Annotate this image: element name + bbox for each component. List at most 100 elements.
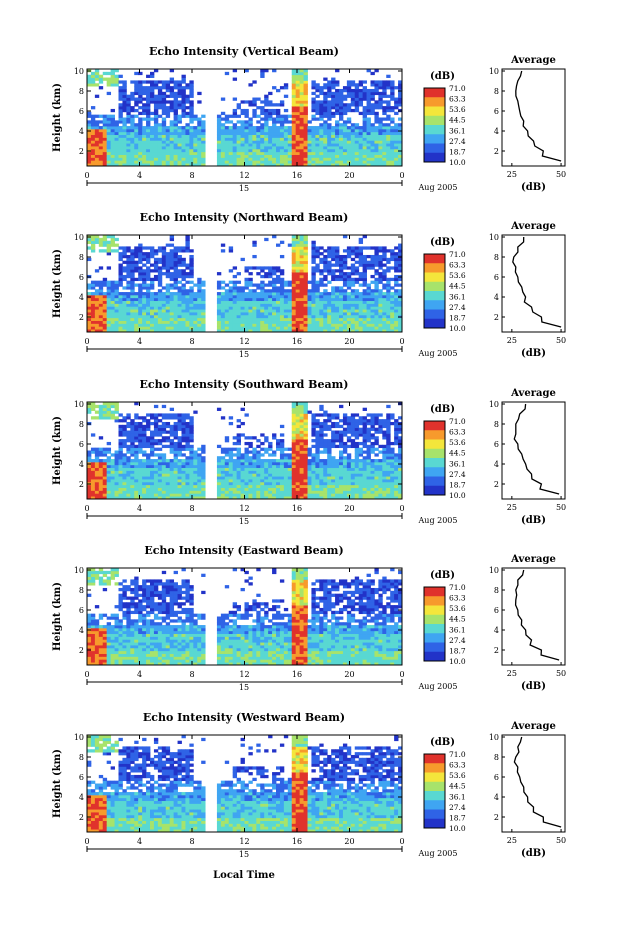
heatmap-cell (138, 140, 143, 144)
heatmap-cell (165, 263, 171, 267)
heatmap-cell (260, 294, 265, 299)
colorbar-swatch (424, 263, 445, 273)
heatmap-cell (126, 160, 131, 164)
heatmap-cell (331, 128, 336, 133)
heatmap-cell (153, 314, 159, 319)
heatmap-cell (98, 80, 104, 84)
heatmap-cell (370, 71, 375, 76)
heatmap-cell (283, 314, 289, 319)
heatmap-cell (130, 106, 135, 110)
heatmap-cell (189, 91, 194, 96)
heatmap-cell (232, 148, 238, 153)
heatmap-cell (268, 294, 273, 299)
heatmap-cell (114, 137, 119, 141)
heatmap-cell (201, 309, 206, 313)
heatmap-cell (366, 140, 371, 144)
heatmap-cell (394, 154, 399, 158)
heatmap-cell (153, 461, 159, 466)
heatmap-cell (331, 263, 336, 267)
heatmap-cell (299, 123, 304, 127)
colorbar-tick-label: 63.3 (449, 261, 466, 270)
heatmap-cell (327, 134, 332, 138)
heatmap-cell (90, 120, 96, 124)
colorbar-tick-label: 63.3 (449, 95, 466, 104)
heatmap-cell (315, 249, 320, 253)
heatmap-cell (193, 479, 198, 483)
heatmap-cell (138, 266, 143, 270)
heatmap-cell (87, 283, 92, 287)
heatmap-cell (346, 80, 352, 84)
heatmap-cell (134, 323, 139, 327)
heatmap-cell (279, 103, 285, 107)
heatmap-cell (303, 94, 308, 98)
heatmap-cell (291, 71, 297, 76)
heatmap-cell (201, 160, 206, 164)
heatmap-cell (374, 120, 379, 124)
heatmap-cell (315, 140, 320, 144)
heatmap-cell (327, 320, 332, 324)
heatmap-cell (130, 444, 135, 449)
heatmap-cell (189, 476, 194, 480)
heatmap-cell (118, 441, 123, 446)
heatmap-cell (153, 292, 159, 296)
heatmap-cell (161, 312, 167, 316)
heatmap-cell (272, 487, 277, 491)
heatmap-cell (358, 143, 364, 147)
heatmap-cell (157, 294, 163, 299)
heatmap-cell (319, 151, 324, 155)
heatmap-cell (114, 120, 119, 124)
heatmap-cell (114, 402, 119, 406)
heatmap-cell (335, 151, 340, 155)
heatmap-cell (303, 240, 308, 244)
heatmap-cell (161, 286, 167, 290)
heatmap-cell (193, 146, 198, 150)
heatmap-cell (240, 470, 245, 474)
heatmap-cell (279, 272, 285, 276)
heatmap-cell (339, 128, 344, 133)
heatmap-cell (177, 140, 182, 144)
heatmap-cell (339, 94, 344, 98)
heatmap-cell (256, 470, 261, 474)
heatmap-cell (173, 470, 178, 474)
heatmap-cell (303, 326, 308, 330)
heatmap-cell (153, 80, 159, 84)
heatmap-cell (268, 473, 273, 477)
heatmap-cell (279, 487, 285, 491)
heatmap-cell (299, 314, 304, 319)
heatmap-cell (256, 131, 261, 136)
heatmap-cell (181, 326, 186, 330)
heatmap-cell (94, 484, 100, 488)
heatmap-cell (240, 453, 245, 457)
heatmap-cell (339, 303, 344, 307)
heatmap-cell (386, 292, 391, 296)
heatmap-cell (299, 106, 304, 110)
heatmap-cell (177, 493, 182, 497)
heatmap-cell (177, 416, 182, 420)
heatmap-cell (157, 329, 163, 333)
heatmap-cell (185, 320, 190, 324)
heatmap-cell (279, 459, 285, 463)
heatmap-cell (150, 312, 155, 316)
heatmap-cell (390, 314, 395, 319)
heatmap-cell (311, 146, 316, 150)
heatmap-cell (394, 254, 399, 259)
heatmap-cell (276, 309, 281, 313)
heatmap-cell (276, 154, 281, 158)
heatmap-cell (311, 148, 316, 153)
heatmap-cell (232, 126, 238, 130)
heatmap-cell (185, 294, 190, 299)
heatmap-cell (157, 456, 163, 460)
heatmap-cell (134, 444, 139, 449)
heatmap-cell (173, 266, 178, 270)
heatmap-cell (161, 317, 167, 321)
heatmap-cell (268, 326, 273, 330)
heatmap-cell (248, 467, 253, 471)
heatmap-cell (169, 444, 175, 449)
heatmap-cell (319, 154, 324, 158)
heatmap-cell (268, 157, 273, 161)
heatmap-cell (181, 114, 186, 118)
heatmap-cell (252, 467, 257, 471)
heatmap-cell (102, 320, 108, 324)
heatmap-cell (228, 473, 234, 477)
heatmap-cell (331, 154, 336, 158)
